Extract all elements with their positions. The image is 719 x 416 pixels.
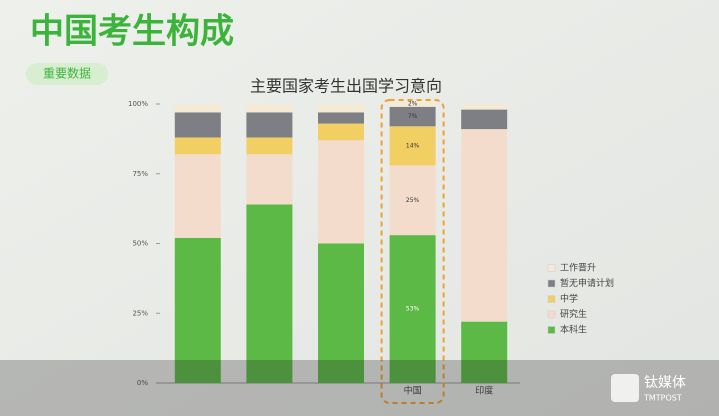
legend-label: 研究生 [560,308,587,320]
bar-segment [246,154,293,205]
y-tick-label: 100% [128,100,148,108]
watermark-name: 钛媒体 [644,375,686,391]
y-tick-label: 50% [132,240,148,248]
legend-swatch [547,310,556,319]
audience-shadow [0,360,719,416]
bar-segment [318,104,364,113]
value-label: 7% [408,113,418,120]
bar-segment [246,137,293,155]
bar-segment [246,112,293,138]
x-tick-label: 印度 [475,385,493,397]
badge-bg [26,63,108,85]
bar-segment [461,104,508,110]
bar-segment [389,101,436,107]
y-tick-label: 0% [137,379,148,387]
bar-segment [174,137,221,155]
bar-segment [389,235,436,383]
legend-label: 本科生 [560,324,587,336]
bar-segment [318,112,364,124]
badge: 重要数据 [43,66,91,81]
value-label: 2% [408,101,418,108]
chart-title: 主要国家考生出国学习意向 [250,77,442,96]
slide-title: 中国考生构成 [30,12,234,52]
watermark-latin: TMTPOST [643,394,682,403]
legend-swatch [547,295,556,303]
value-label: 14% [406,142,420,149]
legend-swatch [547,326,556,334]
bar-segment [461,321,508,383]
bar-segment [318,123,364,141]
bar-segment [318,140,364,244]
x-tick-label: 中国 [404,385,422,397]
bar-segment [389,106,436,127]
legend-label: 暂无申请计划 [560,277,614,289]
y-tick-label: 75% [132,170,148,178]
plot: 0% 25% 50% 75% 100% 53% 25% 14% 7% 2% 中国 印度 工作晋升暂无申请… [128,99,614,404]
legend-label: 中学 [560,293,578,305]
bar-segment [461,109,508,130]
value-label: 25% [406,197,420,204]
bar-segment [389,126,436,166]
bar-segment [318,243,364,383]
legend-label: 工作晋升 [560,262,596,274]
bar-segment [174,154,221,238]
bar-segment [461,129,508,322]
bar-segment [246,104,293,113]
y-tick-label: 25% [132,309,148,317]
bar-segment [389,165,436,236]
bar-segment [174,237,221,383]
watermark-logo [611,374,639,402]
highlight-box [380,99,445,404]
bar-segment [246,204,293,383]
legend-swatch [547,264,556,272]
legend-swatch [547,279,556,288]
bar-segment [174,112,221,138]
bar-segment [174,104,221,113]
value-label: 53% [406,306,420,313]
